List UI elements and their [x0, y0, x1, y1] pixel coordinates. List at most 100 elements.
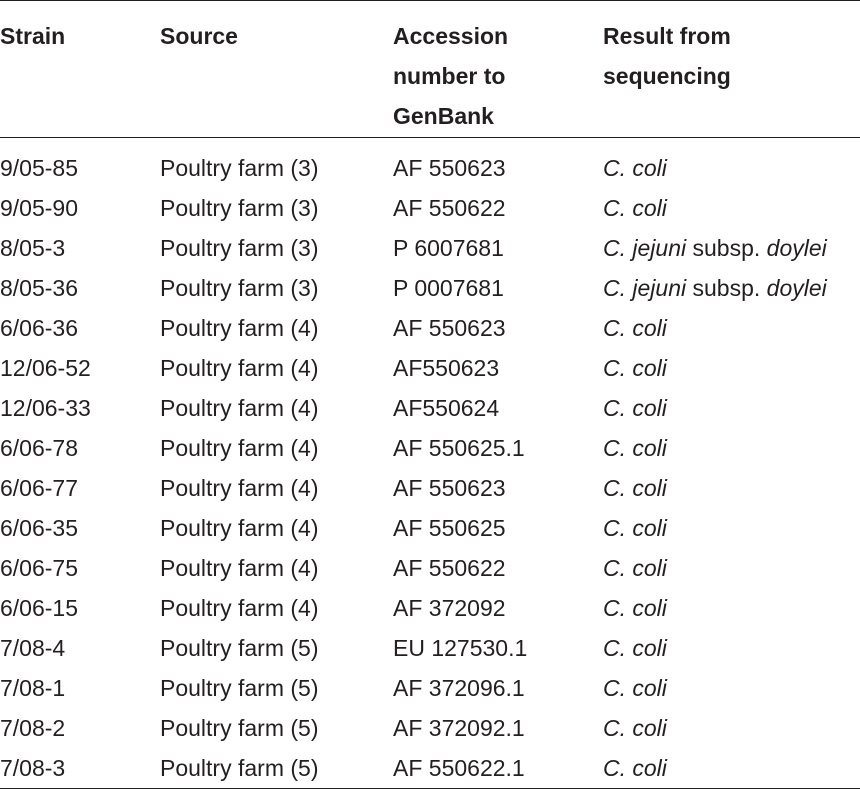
result-species: C. coli	[603, 395, 667, 421]
result-species: C. coli	[603, 195, 667, 221]
header-accession-line2: number to	[393, 63, 506, 89]
header-result-line2: sequencing	[603, 63, 731, 89]
cell-strain: 7/08-1	[0, 675, 66, 701]
cell-source: Poultry farm (4)	[160, 595, 319, 621]
table-row: 12/06-33 Poultry farm (4) AF550624 C. coli	[0, 388, 860, 428]
header-strain: Strain	[0, 16, 65, 56]
cell-strain: 8/05-3	[0, 235, 66, 261]
cell-accession: AF 550623	[393, 315, 506, 341]
result-species: C. coli	[603, 555, 667, 581]
table-body: 9/05-85 Poultry farm (3) AF 550623 C. coli 9…	[0, 148, 860, 788]
cell-accession: AF 550622.1	[393, 755, 525, 781]
cell-strain: 6/06-36	[0, 315, 79, 341]
cell-source: Poultry farm (3)	[160, 275, 319, 301]
cell-result: C. coli	[603, 588, 667, 628]
cell-source: Poultry farm (4)	[160, 355, 319, 381]
header-result: Result from sequencing	[603, 16, 731, 96]
cell-accession: AF 550622	[393, 555, 506, 581]
cell-strain: 6/06-78	[0, 435, 79, 461]
cell-accession: P 0007681	[393, 275, 504, 301]
cell-result: C. coli	[603, 148, 667, 188]
cell-source: Poultry farm (5)	[160, 755, 319, 781]
cell-accession: AF 550623	[393, 155, 506, 181]
cell-strain: 9/05-85	[0, 155, 79, 181]
cell-result: C. coli	[603, 308, 667, 348]
cell-strain: 12/06-52	[0, 355, 91, 381]
result-species: C. coli	[603, 435, 667, 461]
cell-result: C. jejuni subsp. doylei	[603, 228, 827, 268]
table-row: 6/06-77 Poultry farm (4) AF 550623 C. coli	[0, 468, 860, 508]
cell-strain: 6/06-35	[0, 515, 79, 541]
result-subspecies: doylei	[766, 275, 827, 301]
cell-source: Poultry farm (5)	[160, 675, 319, 701]
cell-accession: AF 372092.1	[393, 715, 525, 741]
result-species: C. coli	[603, 715, 667, 741]
cell-strain: 12/06-33	[0, 395, 91, 421]
cell-result: C. coli	[603, 548, 667, 588]
table-row: 8/05-3 Poultry farm (3) P 6007681 C. jejuni…	[0, 228, 860, 268]
cell-accession: AF 372092	[393, 595, 506, 621]
table-row: 9/05-90 Poultry farm (3) AF 550622 C. coli	[0, 188, 860, 228]
result-subsp-label: subsp.	[686, 275, 767, 301]
table-row: 6/06-35 Poultry farm (4) AF 550625 C. coli	[0, 508, 860, 548]
result-species: C. jejuni	[603, 235, 687, 261]
cell-result: C. coli	[603, 628, 667, 668]
cell-strain: 6/06-15	[0, 595, 79, 621]
cell-result: C. coli	[603, 468, 667, 508]
cell-accession: AF 550625	[393, 515, 506, 541]
result-species: C. coli	[603, 675, 667, 701]
result-species: C. coli	[603, 355, 667, 381]
cell-strain: 7/08-2	[0, 715, 66, 741]
cell-strain: 8/05-36	[0, 275, 79, 301]
cell-result: C. coli	[603, 668, 667, 708]
cell-source: Poultry farm (3)	[160, 155, 319, 181]
table-row: 12/06-52 Poultry farm (4) AF550623 C. coli	[0, 348, 860, 388]
result-species: C. coli	[603, 635, 667, 661]
header-source-label: Source	[160, 23, 238, 49]
table-row: 6/06-78 Poultry farm (4) AF 550625.1 C. col…	[0, 428, 860, 468]
result-species: C. coli	[603, 155, 667, 181]
cell-result: C. coli	[603, 388, 667, 428]
result-subspecies: doylei	[766, 235, 827, 261]
table-row: 7/08-1 Poultry farm (5) AF 372096.1 C. coli	[0, 668, 860, 708]
table-row: 6/06-15 Poultry farm (4) AF 372092 C. coli	[0, 588, 860, 628]
cell-strain: 6/06-77	[0, 475, 79, 501]
header-accession-line1: Accession	[393, 23, 509, 49]
table-row: 6/06-75 Poultry farm (4) AF 550622 C. coli	[0, 548, 860, 588]
table-row: 7/08-4 Poultry farm (5) EU 127530.1 C. coli	[0, 628, 860, 668]
cell-source: Poultry farm (4)	[160, 475, 319, 501]
cell-source: Poultry farm (4)	[160, 315, 319, 341]
cell-source: Poultry farm (3)	[160, 235, 319, 261]
cell-result: C. coli	[603, 508, 667, 548]
cell-result: C. coli	[603, 428, 667, 468]
table-row: 7/08-2 Poultry farm (5) AF 372092.1 C. coli	[0, 708, 860, 748]
cell-accession: AF 550625.1	[393, 435, 525, 461]
cell-result: C. coli	[603, 348, 667, 388]
cell-strain: 6/06-75	[0, 555, 79, 581]
cell-accession: AF550623	[393, 355, 500, 381]
cell-source: Poultry farm (4)	[160, 515, 319, 541]
result-species: C. jejuni	[603, 275, 687, 301]
cell-result: C. coli	[603, 748, 667, 788]
table-row: 7/08-3 Poultry farm (5) AF 550622.1 C. coli	[0, 748, 860, 788]
cell-result: C. coli	[603, 188, 667, 228]
top-rule	[0, 0, 860, 1]
header-source: Source	[160, 16, 238, 56]
result-species: C. coli	[603, 475, 667, 501]
cell-accession: P 6007681	[393, 235, 504, 261]
cell-strain: 7/08-4	[0, 635, 66, 661]
table-row: 8/05-36 Poultry farm (3) P 0007681 C. jejun…	[0, 268, 860, 308]
result-species: C. coli	[603, 595, 667, 621]
cell-source: Poultry farm (4)	[160, 435, 319, 461]
cell-result: C. coli	[603, 708, 667, 748]
cell-result: C. jejuni subsp. doylei	[603, 268, 827, 308]
header-result-line1: Result from	[603, 23, 731, 49]
header-accession-line3: GenBank	[393, 103, 494, 129]
result-species: C. coli	[603, 315, 667, 341]
cell-source: Poultry farm (4)	[160, 555, 319, 581]
header-rule	[0, 137, 860, 138]
bottom-rule	[0, 788, 860, 789]
cell-accession: AF 550622	[393, 195, 506, 221]
table-row: 6/06-36 Poultry farm (4) AF 550623 C. coli	[0, 308, 860, 348]
